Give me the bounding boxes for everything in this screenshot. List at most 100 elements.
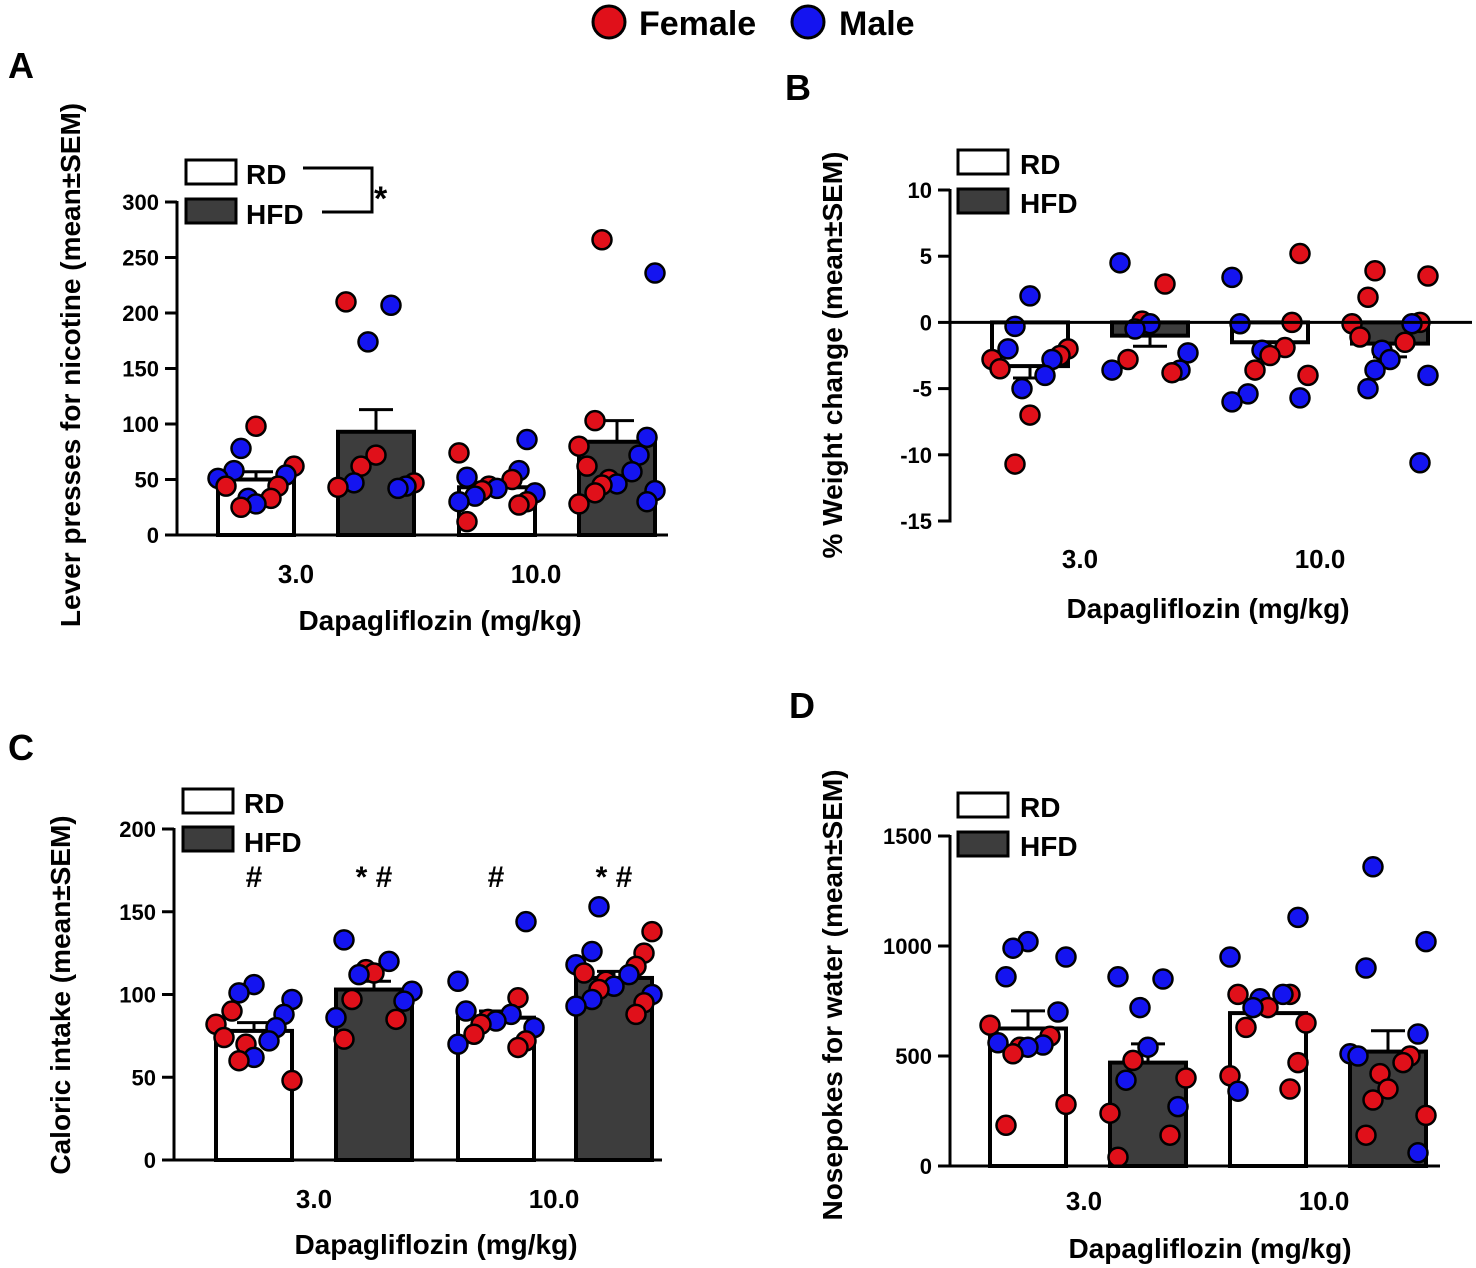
panel-d-male-data-point: [1055, 946, 1077, 968]
panel-b-y-tick-label: -5: [912, 377, 932, 402]
male-legend-label: Male: [839, 5, 915, 43]
panel-c-x-axis-label: Dapagliflozin (mg/kg): [294, 1229, 577, 1260]
panel-c-female-data-point: [228, 1049, 250, 1072]
panel-c-female-data-point: [625, 1003, 647, 1026]
panel-d-female-data-point: [979, 1014, 1001, 1036]
panel-d-male-data-point: [1347, 1045, 1369, 1067]
panel-c-category-label: 3.0: [296, 1184, 332, 1214]
panel-b-female-data-point: [1417, 265, 1439, 287]
panel-d-female-data-point: [1377, 1078, 1399, 1100]
panel-b-y-axis-label: % Weight change (mean±SEM): [817, 152, 848, 559]
panel-c-female-data-point: [221, 1000, 243, 1022]
panel-a-category-label: 10.0: [511, 559, 562, 589]
panel-a-female-data-point: [448, 442, 470, 464]
panel-b: % Weight change (mean±SEM) Dapagliflozin…: [817, 148, 1472, 624]
panel-d-male-data-point: [1415, 930, 1437, 953]
panel-c-y-tick-label: 200: [119, 817, 156, 842]
panel-b-male-data-point: [1221, 266, 1243, 289]
panel-c-female-data-point: [333, 1028, 355, 1050]
panel-c-y-tick-label: 100: [119, 983, 156, 1008]
panel-a-male-data-point: [357, 331, 379, 353]
panel-b-male-data-point: [1101, 359, 1123, 381]
panel-b-male-data-point: [1124, 318, 1146, 340]
panel-b-male-data-point: [1289, 387, 1311, 409]
panel-c: Caloric intake (mean±SEM) Dapagliflozin …: [45, 787, 663, 1260]
panel-d-category-label: 10.0: [1299, 1186, 1350, 1216]
panel-b-male-data-point: [1364, 359, 1386, 381]
panel-b-female-data-point: [1289, 242, 1311, 265]
panel-b-male-data-point: [1409, 451, 1431, 474]
panel-b-male-data-point: [1109, 252, 1131, 274]
panel-d-female-data-point: [1002, 1043, 1024, 1065]
panel-b-female-data-point: [989, 357, 1011, 380]
panel-b-male-data-point: [997, 338, 1019, 360]
panel-d-legend-hfd-swatch: [956, 830, 1010, 858]
panel-d: Nosepokes for water (mean±SEM) Dapaglifl…: [817, 769, 1440, 1264]
panel-a-male-data-point: [456, 466, 478, 489]
panel-b-female-data-point: [1244, 359, 1266, 381]
panel-d-x-axis-label: Dapagliflozin (mg/kg): [1068, 1233, 1351, 1264]
panel-b-y-tick-label: 0: [920, 310, 932, 335]
panel-d-female-data-point: [1055, 1093, 1077, 1116]
panel-b-male-data-point: [1177, 342, 1199, 364]
panel-d-male-data-point: [1129, 996, 1151, 1019]
panel-d-male-data-point: [1242, 996, 1264, 1019]
panel-d-male-data-point: [1152, 968, 1174, 990]
panel-a-female-data-point: [327, 476, 349, 499]
panel-c-significance-label: #: [488, 861, 505, 894]
panel-d-category-label: 3.0: [1066, 1186, 1102, 1216]
panel-c-female-data-point: [213, 1026, 235, 1049]
panel-b-y-tick-label: -15: [900, 509, 932, 534]
panel-c-female-data-point: [281, 1069, 303, 1092]
panel-b-legend-rd-swatch: [956, 148, 1010, 176]
panel-c-female-data-point: [641, 920, 663, 943]
panel-a-female-data-point: [456, 510, 478, 533]
panel-d-male-data-point: [1407, 1023, 1429, 1045]
panel-b-male-data-point: [1417, 364, 1439, 387]
panel-b-female-data-point: [1154, 273, 1176, 295]
panel-a-male-data-point: [448, 490, 470, 513]
panel-c-male-data-point: [258, 1030, 280, 1052]
panel-a-legend-rd-label: RD: [246, 159, 286, 190]
panel-b-female-data-point: [1004, 453, 1026, 475]
panel-d-male-data-point: [1047, 1001, 1069, 1023]
panel-a-y-tick-label: 200: [122, 301, 159, 326]
panel-d-y-tick-label: 0: [920, 1154, 932, 1179]
panel-b-female-data-point: [1357, 286, 1379, 308]
panel-a-x-axis-label: Dapagliflozin (mg/kg): [298, 605, 581, 636]
panel-a-female-data-point: [568, 435, 590, 457]
panel-d-female-data-point: [1295, 1012, 1317, 1034]
panel-d-female-data-point: [1227, 983, 1249, 1006]
female-legend-marker: [591, 4, 627, 40]
panel-d-male-data-point: [1167, 1095, 1189, 1118]
panel-a: Lever presses for nicotine (mean±SEM) Da…: [55, 103, 668, 636]
panel-c-significance-label: * #: [596, 861, 633, 894]
panel-b-male-data-point: [1357, 377, 1379, 400]
panel-b-category-label: 3.0: [1062, 544, 1098, 574]
panel-a-legend-hfd-label: HFD: [246, 199, 304, 230]
panel-d-female-data-point: [1122, 1049, 1144, 1072]
panel-b-female-data-point: [1117, 348, 1139, 371]
panel-c-male-data-point: [581, 940, 603, 963]
panel-a-y-axis-label: Lever presses for nicotine (mean±SEM): [55, 103, 86, 627]
panel-c-legend-hfd-label: HFD: [244, 827, 302, 858]
panel-c-significance-label: * #: [356, 861, 393, 894]
panel-d-y-axis-label: Nosepokes for water (mean±SEM): [817, 769, 848, 1220]
panel-d-legend-rd-label: RD: [1020, 792, 1060, 823]
panel-d-male-data-point: [1137, 1036, 1159, 1058]
panel-b-female-data-point: [1259, 344, 1281, 367]
panel-d-female-data-point: [1415, 1104, 1437, 1127]
panel-a-male-data-point: [644, 262, 666, 284]
panel-a-female-data-point: [508, 494, 530, 516]
panel-a-y-tick-label: 150: [122, 357, 159, 382]
panel-b-female-data-point: [1364, 260, 1386, 282]
panel-b-female-data-point: [1394, 331, 1416, 354]
panel-d-legend-hfd-label: HFD: [1020, 831, 1078, 862]
panel-d-female-data-point: [1107, 1146, 1129, 1168]
panel-a-y-tick-label: 50: [135, 468, 159, 493]
panel-a-legend-hfd-swatch: [184, 197, 238, 225]
panel-b-male-data-point: [1011, 377, 1033, 400]
panel-d-male-data-point: [1115, 1069, 1137, 1091]
panel-d-male-data-point: [1219, 946, 1241, 968]
panel-c-male-data-point: [325, 1006, 347, 1029]
